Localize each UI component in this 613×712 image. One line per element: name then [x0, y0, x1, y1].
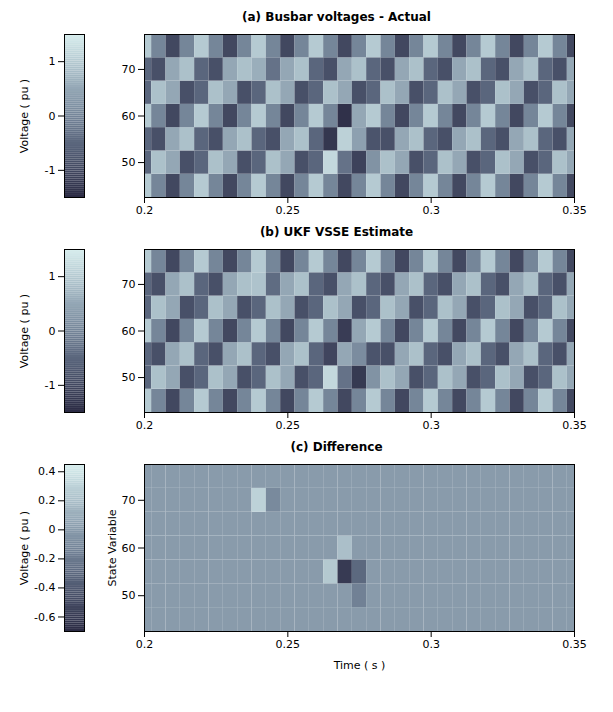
svg-text:0.35: 0.35: [562, 204, 587, 217]
svg-text:50: 50: [122, 371, 136, 384]
svg-text:0.2: 0.2: [136, 204, 154, 217]
svg-text:0.25: 0.25: [276, 638, 301, 651]
svg-text:0.25: 0.25: [276, 204, 301, 217]
svg-text:50: 50: [122, 589, 136, 602]
svg-text:60: 60: [122, 542, 136, 555]
svg-text:60: 60: [122, 325, 136, 338]
svg-text:0: 0: [49, 325, 56, 338]
svg-text:0.3: 0.3: [422, 638, 440, 651]
svg-text:-0.6: -0.6: [34, 610, 55, 623]
svg-text:Voltage ( pu ): Voltage ( pu ): [18, 511, 31, 585]
svg-text:Time ( s ): Time ( s ): [333, 659, 386, 672]
html-text:(b) UKF VSSE Estimate: (b) UKF VSSE Estimate: [259, 225, 414, 239]
svg-text:0.2: 0.2: [136, 419, 154, 432]
svg-text:0.4: 0.4: [38, 465, 56, 478]
svg-text:70: 70: [122, 278, 136, 291]
svg-text:0: 0: [49, 110, 56, 123]
svg-text:State Variable: State Variable: [106, 509, 119, 586]
svg-text:Voltage ( pu ): Voltage ( pu ): [18, 79, 31, 153]
html-text:(a) Busbar voltages - Actual: (a) Busbar voltages - Actual: [242, 10, 431, 24]
svg-text:0.35: 0.35: [562, 419, 587, 432]
svg-text:0.2: 0.2: [136, 638, 154, 651]
svg-text:0: 0: [49, 523, 56, 536]
svg-text:0.25: 0.25: [276, 419, 301, 432]
svg-text:-1: -1: [45, 379, 56, 392]
svg-text:Voltage ( pu ): Voltage ( pu ): [18, 294, 31, 368]
svg-text:70: 70: [122, 494, 136, 507]
svg-text:-0.4: -0.4: [34, 581, 55, 594]
svg-text:-0.2: -0.2: [34, 552, 55, 565]
svg-text:-1: -1: [45, 164, 56, 177]
html-text:(c) Difference: (c) Difference: [290, 440, 383, 454]
svg-text:1: 1: [49, 270, 56, 283]
svg-text:70: 70: [122, 63, 136, 76]
svg-text:0.2: 0.2: [38, 494, 56, 507]
svg-text:0.3: 0.3: [422, 204, 440, 217]
svg-text:1: 1: [49, 55, 56, 68]
svg-text:60: 60: [122, 110, 136, 123]
svg-text:0.35: 0.35: [562, 638, 587, 651]
svg-text:50: 50: [122, 156, 136, 169]
svg-text:0.3: 0.3: [422, 419, 440, 432]
